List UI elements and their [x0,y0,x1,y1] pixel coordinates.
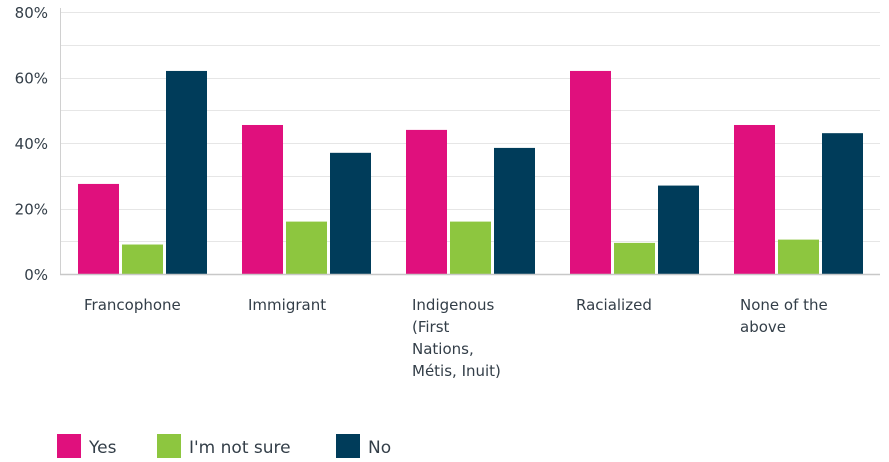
bar-i-m-not-sure-3 [450,221,491,274]
bar-yes-5 [734,124,775,274]
bar-no-4 [658,185,699,274]
y-tick-label: 60% [15,70,48,88]
legend-label: I'm not sure [189,438,291,458]
bar-no-2 [330,152,371,274]
bar-i-m-not-sure-4 [614,242,655,274]
y-axis-tick-labels: 0% 20% 40% 60% 80% [15,4,48,284]
bar-yes-2 [242,124,283,274]
y-tick-label: 40% [15,135,48,153]
category-label: Indigenous (First Nations, Métis, Inuit) [412,296,501,380]
legend-label: Yes [88,438,117,458]
category-label-line: Indigenous [412,296,495,314]
category-label: Francophone [84,296,181,314]
legend-label: No [368,438,391,458]
bar-yes-3 [406,129,447,274]
category-label: Racialized [576,296,652,314]
y-tick-label: 0% [24,266,48,284]
legend-swatch [336,434,360,458]
legend: Yes I'm not sure No [57,434,391,458]
bar-i-m-not-sure-5 [778,239,819,274]
category-label-line: None of the [740,296,828,314]
category-label-line: (First [412,318,450,336]
bar-yes-4 [570,70,611,274]
category-label-line: Immigrant [248,296,326,314]
x-axis-category-labels: Francophone Immigrant Indigenous (First Nati… [84,296,828,380]
category-label: Immigrant [248,296,326,314]
bar-i-m-not-sure-1 [122,244,163,274]
legend-swatch [57,434,81,458]
axes [60,8,880,276]
category-label-line: Racialized [576,296,652,314]
y-tick-label: 20% [15,201,48,219]
category-label-line: Métis, Inuit) [412,362,501,380]
bar-yes-1 [78,183,119,274]
category-label-line: Nations, [412,340,474,358]
bars [78,70,863,274]
bar-no-1 [166,70,207,274]
bar-no-3 [494,147,535,274]
category-label: None of the above [740,296,828,336]
bar-no-5 [822,133,863,274]
category-label-line: Francophone [84,296,181,314]
category-label-line: above [740,318,786,336]
y-tick-label: 80% [15,4,48,22]
legend-swatch [157,434,181,458]
bar-i-m-not-sure-2 [286,221,327,274]
